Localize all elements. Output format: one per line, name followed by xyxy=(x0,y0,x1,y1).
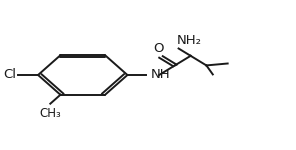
Text: NH: NH xyxy=(150,69,170,81)
Text: Cl: Cl xyxy=(4,69,17,81)
Text: CH₃: CH₃ xyxy=(39,107,61,120)
Text: NH₂: NH₂ xyxy=(177,34,202,47)
Text: O: O xyxy=(153,42,163,55)
